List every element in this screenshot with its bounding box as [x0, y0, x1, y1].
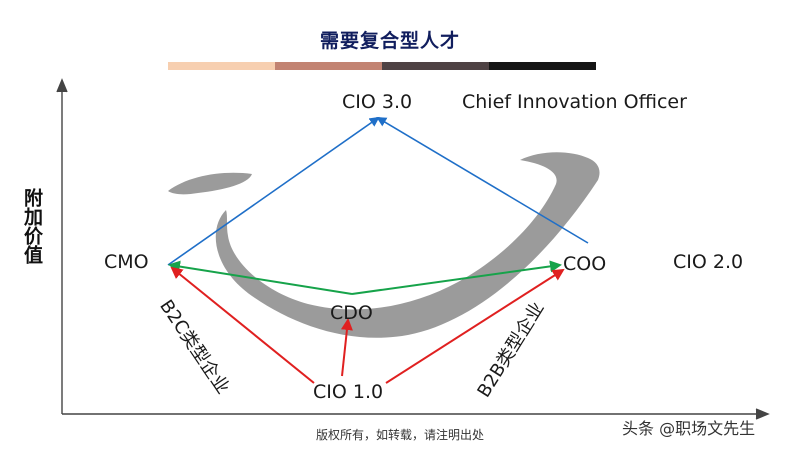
- green-arrows: [168, 260, 562, 295]
- arrow-cdo-to-cmo: [168, 260, 353, 295]
- smile-brush-shape: [168, 152, 600, 338]
- node-coo: COO: [563, 253, 607, 275]
- arrow-cmo-to-cio3: [167, 116, 380, 266]
- node-cio1: CIO 1.0: [313, 381, 384, 403]
- y-axis-arrowhead: [56, 78, 68, 93]
- x-axis-arrowhead: [755, 408, 770, 420]
- source-watermark: 头条 @职场文先生: [622, 419, 756, 438]
- gradient-segment-2: [275, 62, 382, 70]
- arrow-cio1-to-cmo: [170, 266, 315, 384]
- arrow-cio1-to-coo: [385, 268, 565, 384]
- copyright-notice: 版权所有，如转载，请注明出处: [315, 428, 484, 442]
- blue-arrows: [167, 116, 589, 266]
- gradient-segment-3: [382, 62, 489, 70]
- diagram-title: 需要复合型人才: [319, 30, 460, 52]
- gradient-segment-1: [168, 62, 275, 70]
- axes: [56, 78, 770, 420]
- arrow-cdo-to-coo: [351, 260, 562, 295]
- arrow-cio1-to-cdo: [340, 318, 353, 377]
- arrow-coo-to-cio3: [376, 116, 589, 244]
- node-cio2: CIO 2.0: [673, 251, 744, 273]
- gradient-segment-4: [489, 62, 596, 70]
- node-cio3-description: Chief Innovation Officer: [462, 91, 687, 113]
- node-cio3: CIO 3.0: [342, 91, 413, 113]
- red-arrows: [170, 266, 565, 384]
- y-axis-label: 附加价值: [21, 188, 43, 264]
- node-cdo: CDO: [330, 302, 373, 324]
- node-cmo: CMO: [104, 251, 149, 273]
- gradient-bar: [168, 62, 596, 70]
